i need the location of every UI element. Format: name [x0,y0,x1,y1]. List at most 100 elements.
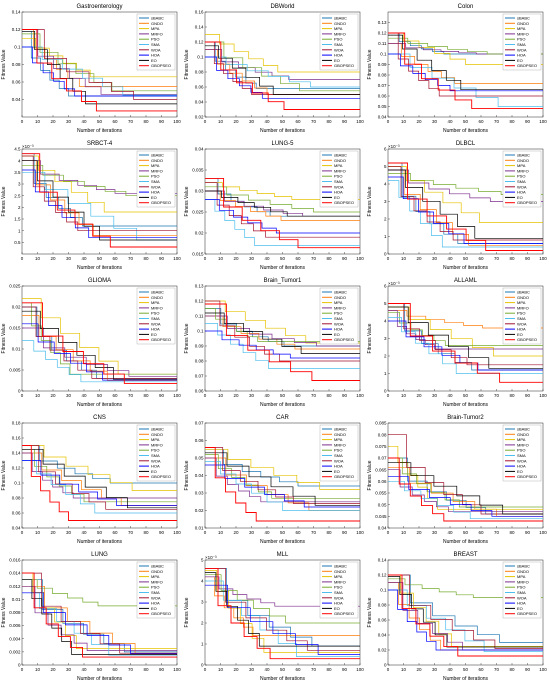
series-line-sbabc [205,41,360,89]
series-line-sma [205,199,360,246]
x-tick-label: 40 [81,256,87,261]
series-line-sma [388,480,543,520]
y-tick-label: 0 [384,252,387,257]
legend-label: PSO [151,174,159,179]
series-line-gndo [205,49,360,95]
x-tick-label: 90 [525,256,531,261]
series-line-hoa [388,589,543,651]
y-tick-label: 0.06 [378,94,387,99]
series-line-gndo [22,315,177,381]
x-tick-label: 10 [35,530,41,535]
series-line-eo [205,572,360,647]
y-tick-label: 0.07 [378,456,387,461]
x-tick-label: 10 [218,256,224,261]
legend-label: GNDO [334,295,346,300]
x-axis-label: Number of iterations [77,539,123,545]
legend-label: PSO [151,585,159,590]
x-tick-label: 40 [264,667,270,672]
x-tick-label: 10 [218,119,224,124]
legend-label: PSO [151,37,159,42]
y-tick-label: 0.04 [195,473,204,478]
x-tick-label: 30 [249,393,255,398]
x-tick-label: 100 [539,256,547,261]
legend-label: EO [151,332,157,337]
chart-title: Brain_Tumor1 [264,278,302,284]
x-tick-label: 0 [387,256,390,261]
y-tick-label: 0.1 [380,52,387,57]
series-line-pso [388,457,543,508]
x-tick-label: 30 [249,667,255,672]
chart-lung: LUNG 0 0.002 0.004 0.006 0.008 0.01 0.012 0.014 0… [1,552,181,682]
x-tick-label: 70 [128,393,134,398]
legend-label: MRFO [334,31,346,36]
x-tick-label: 50 [463,119,469,124]
legend-label: MPA [151,163,160,168]
legend-label: MPA [334,26,343,31]
legend-label: MPA [517,574,526,579]
series-line-sbabc [388,457,543,515]
x-tick-label: 30 [66,530,72,535]
y-tick-label: 1 [384,234,387,239]
legend-label: WOA [151,321,161,326]
legend-label: EO [517,469,523,474]
series-line-sma [22,171,177,241]
x-tick-label: 70 [494,256,500,261]
series-line-eo [22,448,177,509]
series-line-sma [22,592,177,656]
series-line-hoa [22,592,177,655]
y-tick-label: 0.04 [195,147,204,152]
y-axis-label: Fitness Value [367,186,373,216]
y-tick-label: 0.1 [380,588,387,593]
x-tick-label: 100 [539,530,547,535]
y-tick-label: 0.01 [12,597,21,602]
legend-label: sBABC [517,427,530,432]
x-tick-label: 100 [173,256,181,261]
legend-label: MRFO [151,579,163,584]
x-axis-label: Number of iterations [443,265,489,271]
y-tick-label: 0.05 [378,502,387,507]
legend-label: SMA [334,453,343,458]
y-tick-label: 0.1 [14,481,21,486]
legend-label: EO [151,195,157,200]
series-line-mrfo [22,327,177,377]
legend-label: SMA [517,316,526,321]
x-tick-label: 100 [539,119,547,124]
x-tick-label: 50 [463,667,469,672]
legend-label: SMA [334,316,343,321]
x-tick-label: 100 [539,667,547,672]
series-line-hoa [205,330,360,359]
x-tick-label: 20 [416,119,422,124]
series-line-pso [22,302,177,375]
y-tick-label: 0.006 [9,623,21,628]
x-tick-label: 90 [159,119,165,124]
y-tick-label: 0.03 [195,189,204,194]
legend-label: HOA [151,190,160,195]
y-tick-label: 0.12 [12,466,21,471]
y-tick-label: 0.1 [197,55,204,60]
legend-label: EO [334,469,340,474]
series-line-sma [205,323,360,369]
x-tick-label: 60 [478,667,484,672]
legend-label: sBABC [517,564,530,569]
x-tick-label: 70 [494,667,500,672]
x-tick-label: 100 [173,530,181,535]
series-line-hoa [22,323,177,381]
legend-label: GNDO [151,158,163,163]
x-tick-label: 80 [143,667,149,672]
series-line-sma [388,53,543,107]
chart-car: CAR 0.01 0.02 0.03 0.04 0.05 0.06 0.07 0 10 20 30 40… [184,415,364,545]
x-tick-label: 10 [401,530,407,535]
legend-label: GNDO [151,432,163,437]
x-tick-label: 0 [387,530,390,535]
x-tick-label: 80 [509,667,515,672]
x-tick-label: 0 [21,667,24,672]
x-tick-label: 40 [264,530,270,535]
x-tick-label: 80 [509,393,515,398]
series-line-mpa [388,32,543,65]
series-line-mrfo [388,582,543,651]
legend-label: PSO [151,448,159,453]
y-tick-label: 6 [384,284,387,289]
legend-label: MRFO [334,442,346,447]
